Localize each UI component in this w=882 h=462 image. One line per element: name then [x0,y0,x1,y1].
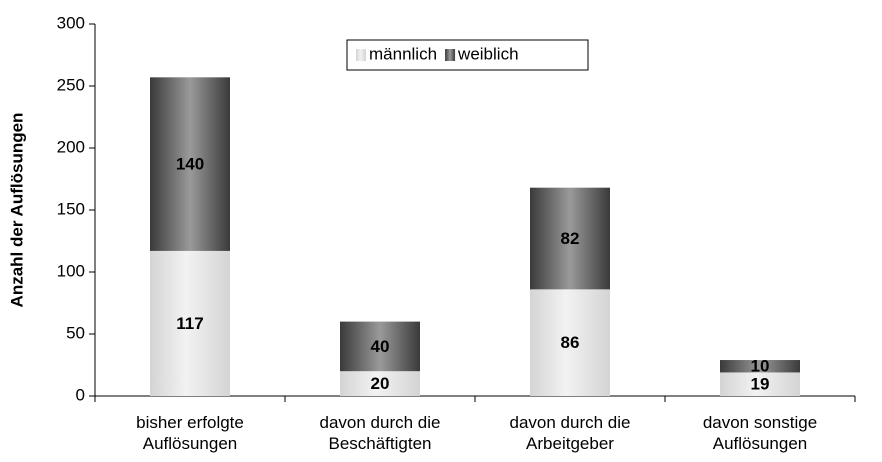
value-label: 140 [176,155,204,174]
bar-segment [150,250,230,396]
value-label: 19 [751,375,770,394]
y-axis-label: Anzahl der Auflösungen [7,113,26,308]
y-tick-label: 300 [57,13,85,32]
y-tick-label: 100 [57,261,85,280]
y-tick-label: 150 [57,199,85,218]
x-tick-label: davon durch die Beschäftigten [319,413,441,453]
bar-segment [720,360,800,373]
legend-swatch [445,49,456,61]
legend-swatch [356,49,366,61]
value-label: 10 [751,357,770,376]
bar-segment [530,289,610,396]
legend-label: männlich [369,44,437,63]
value-label: 20 [371,374,390,393]
bar-segment [530,187,610,290]
value-label: 82 [561,229,580,248]
value-label: 86 [561,333,580,352]
bar-segment [720,372,800,396]
bar-segment [340,371,420,396]
y-tick-label: 250 [57,75,85,94]
legend-box [346,39,589,71]
x-tick-label: davon sonstige Auflösungen [702,413,818,453]
y-tick-label: 200 [57,137,85,156]
value-label: 117 [176,314,203,333]
value-label: 40 [371,337,390,356]
x-tick-label: davon durch die Arbeitgeber [509,413,631,453]
y-tick-label: 0 [76,385,85,404]
legend: männlich weiblich [346,39,589,71]
bar-segment [150,77,230,251]
bar-segment [340,321,420,372]
x-tick-label: bisher erfolgte Auflösungen [136,413,244,453]
legend-label: weiblich [457,44,518,63]
y-tick-label: 50 [66,323,85,342]
